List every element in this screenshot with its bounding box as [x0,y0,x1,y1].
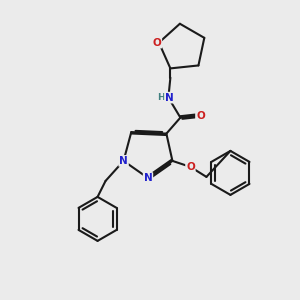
Text: O: O [152,38,161,48]
Text: N: N [144,173,152,183]
Text: O: O [186,162,195,172]
Text: H: H [158,93,165,102]
Text: N: N [119,156,128,166]
Text: N: N [165,93,174,103]
Text: O: O [196,111,205,121]
